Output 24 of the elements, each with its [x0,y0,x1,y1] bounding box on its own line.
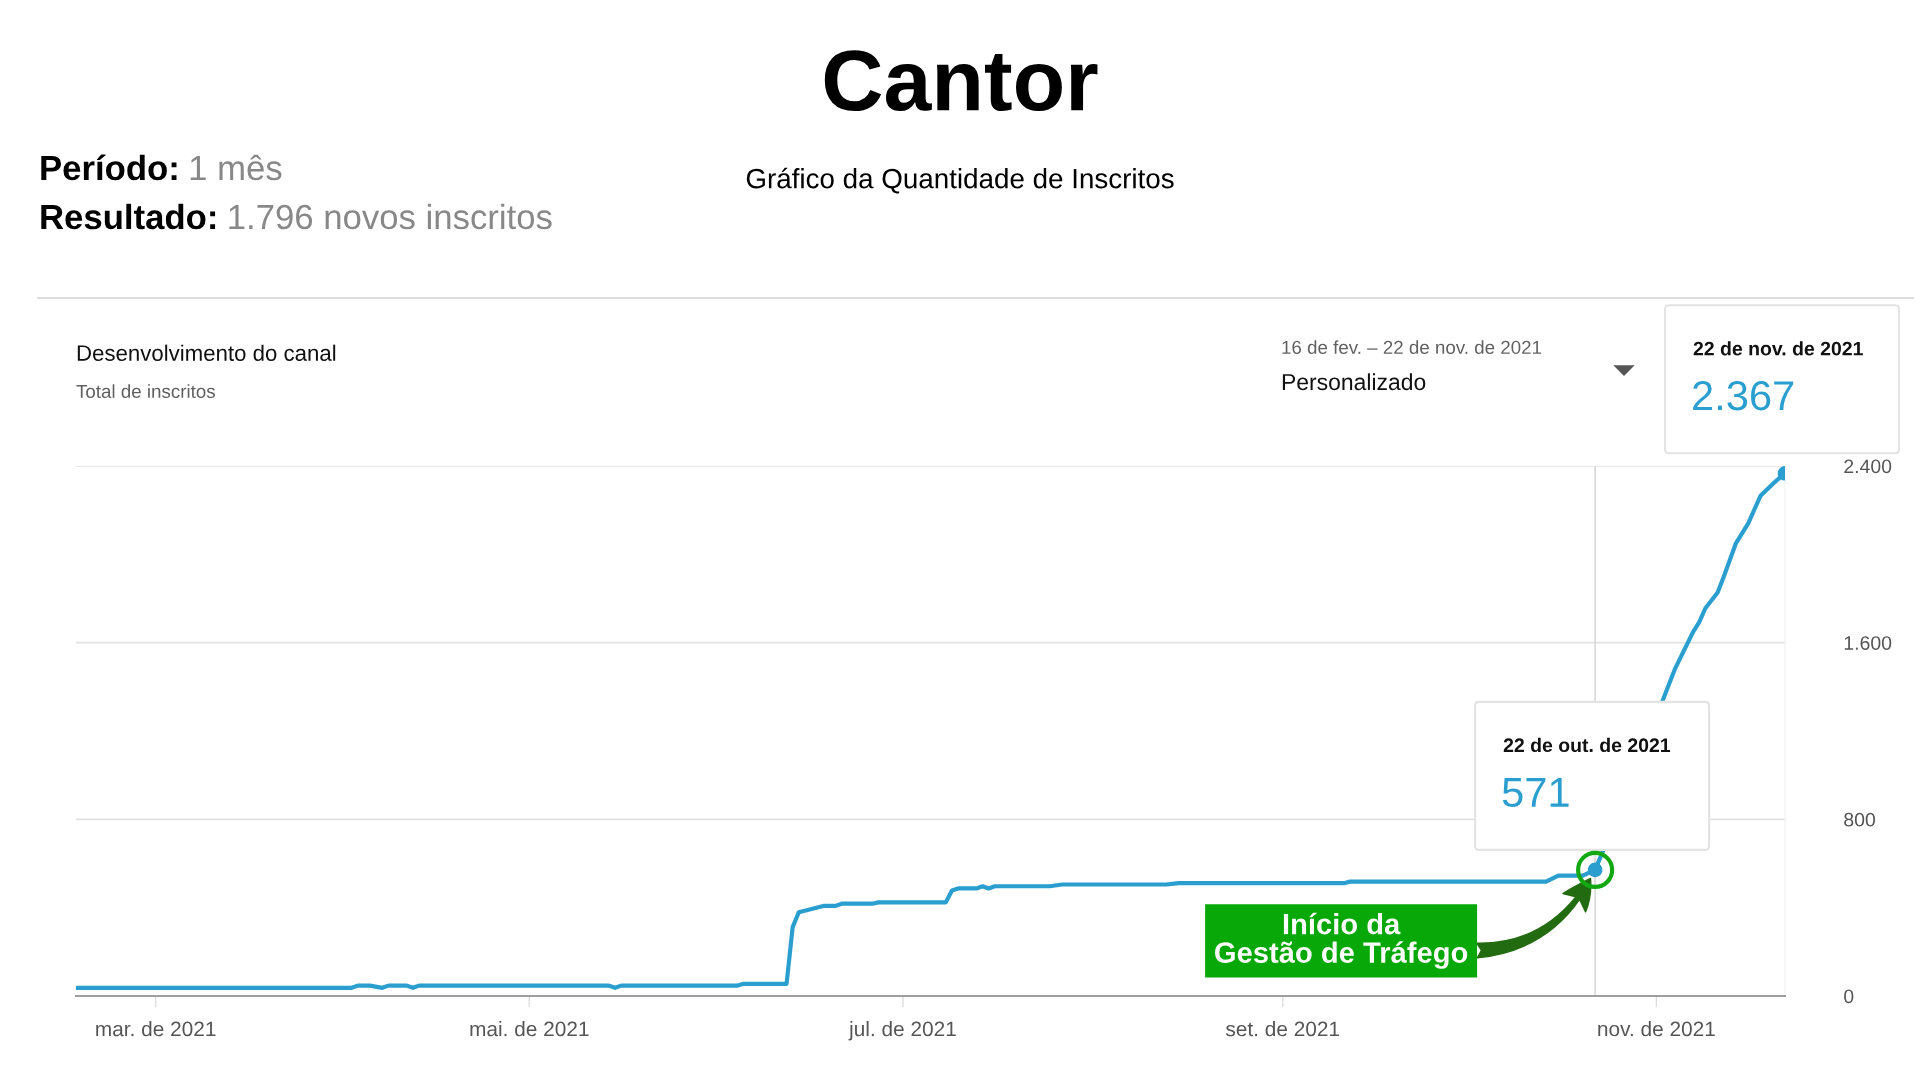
y-tick-label: 1.600 [1844,636,1892,650]
text: Período: [41,154,177,181]
y-tick-label: 0 [1844,989,1854,1004]
chart-subtitle: Gráfico da Quantidade de Inscritos [746,167,1174,194]
annotation: 22 de out. de 2021 [1503,737,1671,753]
x-tick-label: nov. de 2021 [1598,1021,1715,1037]
annotation: 2.367 [1693,380,1794,411]
text: Total de inscritos [76,384,215,399]
x-tick-label: set. de 2021 [1225,1021,1340,1037]
text: Resultado: [41,203,216,230]
text: 16 de fev. – 22 de nov. de 2021 [1282,340,1542,355]
x-tick-label: jul. de 2021 [848,1021,956,1041]
x-tick-label: mai. de 2021 [470,1021,589,1037]
y-tick-label: 2.400 [1844,459,1892,474]
annotation: Início da Gestão de Tráfego [1215,912,1468,969]
text: Personalizado [1282,373,1426,391]
y-tick-label: 800 [1844,812,1876,827]
text: 22 de nov. de 2021 [1693,341,1863,356]
annotation: 571 [1502,778,1569,808]
x-tick-label: mar. de 2021 [96,1021,216,1037]
text: 1 mês [190,154,282,181]
chart-title: Cantor [824,50,1098,112]
text: Desenvolvimento do canal [77,344,336,361]
text: 1.796 novos inscritos [229,203,552,230]
